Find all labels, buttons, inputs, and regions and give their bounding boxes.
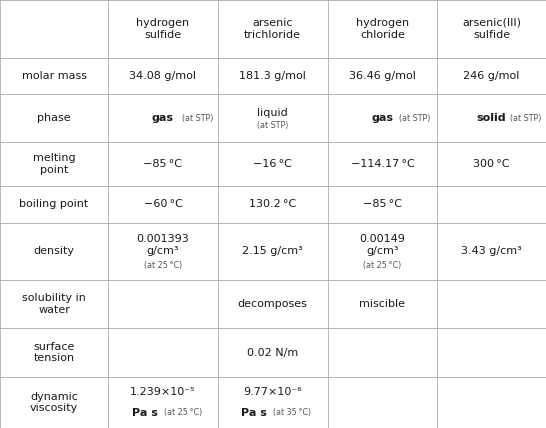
Text: −114.17 °C: −114.17 °C: [351, 159, 414, 169]
Text: −16 °C: −16 °C: [253, 159, 292, 169]
Text: (at 25 °C): (at 25 °C): [144, 261, 182, 270]
Text: Pa s: Pa s: [241, 407, 268, 418]
Text: (at 35 °C): (at 35 °C): [269, 408, 311, 417]
Text: (at 25 °C): (at 25 °C): [158, 408, 202, 417]
Text: boiling point: boiling point: [20, 199, 88, 209]
Text: 2.15 g/cm³: 2.15 g/cm³: [242, 247, 303, 256]
Text: 34.08 g/mol: 34.08 g/mol: [129, 71, 197, 81]
Text: arsenic
trichloride: arsenic trichloride: [244, 18, 301, 40]
Text: (at STP): (at STP): [177, 114, 213, 123]
Text: 0.001393: 0.001393: [136, 234, 189, 244]
Text: hydrogen
chloride: hydrogen chloride: [356, 18, 409, 40]
Text: 0.00149: 0.00149: [359, 234, 406, 244]
Text: dynamic
viscosity: dynamic viscosity: [30, 392, 78, 413]
Text: solid: solid: [477, 113, 507, 123]
Text: −85 °C: −85 °C: [363, 199, 402, 209]
Text: (at STP): (at STP): [506, 114, 542, 123]
Text: density: density: [33, 247, 75, 256]
Text: 130.2 °C: 130.2 °C: [249, 199, 296, 209]
Text: g/cm³: g/cm³: [147, 247, 179, 256]
Text: melting
point: melting point: [33, 153, 75, 175]
Text: phase: phase: [37, 113, 71, 123]
Text: (at STP): (at STP): [257, 121, 288, 130]
Text: 0.02 N/m: 0.02 N/m: [247, 348, 298, 357]
Text: Pa s: Pa s: [132, 407, 157, 418]
Text: (at 25 °C): (at 25 °C): [363, 261, 402, 270]
Text: gas: gas: [152, 113, 174, 123]
Text: decomposes: decomposes: [238, 299, 307, 309]
Text: 246 g/mol: 246 g/mol: [464, 71, 520, 81]
Text: liquid: liquid: [257, 108, 288, 118]
Text: surface
tension: surface tension: [33, 342, 75, 363]
Text: 1.239×10⁻⁵: 1.239×10⁻⁵: [130, 387, 195, 397]
Text: gas: gas: [371, 113, 394, 123]
Text: −60 °C: −60 °C: [144, 199, 182, 209]
Text: arsenic(III)
sulfide: arsenic(III) sulfide: [462, 18, 521, 40]
Text: molar mass: molar mass: [21, 71, 87, 81]
Text: solubility in
water: solubility in water: [22, 294, 86, 315]
Text: −85 °C: −85 °C: [144, 159, 182, 169]
Text: 36.46 g/mol: 36.46 g/mol: [349, 71, 416, 81]
Text: g/cm³: g/cm³: [366, 247, 399, 256]
Text: 3.43 g/cm³: 3.43 g/cm³: [461, 247, 522, 256]
Text: miscible: miscible: [359, 299, 406, 309]
Text: 181.3 g/mol: 181.3 g/mol: [239, 71, 306, 81]
Text: 9.77×10⁻⁶: 9.77×10⁻⁶: [244, 387, 302, 397]
Text: hydrogen
sulfide: hydrogen sulfide: [136, 18, 189, 40]
Text: 300 °C: 300 °C: [473, 159, 510, 169]
Text: (at STP): (at STP): [395, 114, 431, 123]
